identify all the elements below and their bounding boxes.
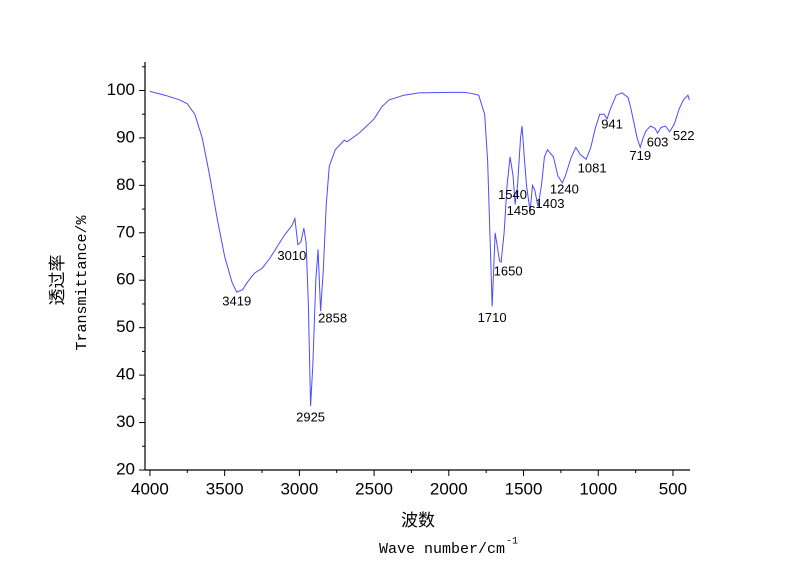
x-tick-label: 4000 bbox=[131, 479, 169, 498]
peak-label: 719 bbox=[629, 148, 651, 163]
x-tick-label: 3500 bbox=[206, 479, 244, 498]
peak-label: 2858 bbox=[318, 311, 347, 326]
x-tick-label: 2500 bbox=[355, 479, 393, 498]
x-tick-label: 500 bbox=[659, 479, 687, 498]
x-tick-label: 2000 bbox=[430, 479, 468, 498]
y-tick-label: 50 bbox=[116, 317, 135, 336]
y-tick-label: 70 bbox=[116, 222, 135, 241]
y-tick-label: 30 bbox=[116, 412, 135, 431]
y-axis-label-cn: 透过率 bbox=[48, 255, 68, 306]
peak-label: 941 bbox=[601, 116, 623, 131]
peak-label: 2925 bbox=[296, 409, 325, 424]
x-axis-label-cn: 波数 bbox=[401, 511, 435, 531]
peak-label: 1650 bbox=[494, 264, 523, 279]
x-tick-label: 1500 bbox=[505, 479, 543, 498]
peak-label: 522 bbox=[673, 128, 695, 143]
x-tick-label: 3000 bbox=[280, 479, 318, 498]
x-tick-label: 1000 bbox=[579, 479, 617, 498]
y-tick-label: 80 bbox=[116, 175, 135, 194]
y-tick-label: 40 bbox=[116, 365, 135, 384]
y-tick-label: 90 bbox=[116, 127, 135, 146]
y-tick-label: 20 bbox=[116, 459, 135, 478]
peak-label: 1710 bbox=[478, 310, 507, 325]
spectrum-line bbox=[149, 90, 690, 406]
peak-label: 603 bbox=[647, 135, 669, 150]
peak-label: 3010 bbox=[277, 248, 306, 263]
y-tick-label: 100 bbox=[107, 80, 135, 99]
peak-label: 1403 bbox=[536, 196, 565, 211]
y-tick-label: 60 bbox=[116, 270, 135, 289]
peak-label: 1081 bbox=[578, 161, 607, 176]
x-axis-label-superscript: -1 bbox=[506, 537, 518, 548]
x-axis-label: Wave number/cm bbox=[379, 541, 505, 558]
peak-label: 1240 bbox=[550, 181, 579, 196]
peak-label: 1540 bbox=[498, 187, 527, 202]
peak-label: 3419 bbox=[222, 294, 251, 309]
peak-label: 1456 bbox=[507, 203, 536, 218]
y-axis-label: Transmittance/% bbox=[74, 214, 91, 350]
